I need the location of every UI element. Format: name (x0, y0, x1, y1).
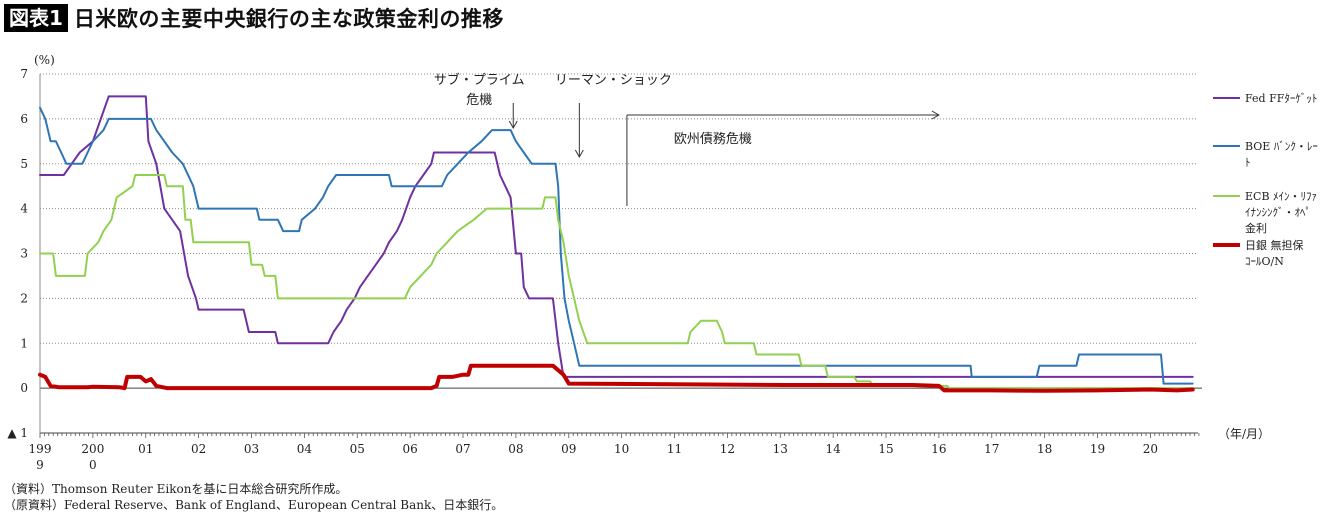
x-tick-label: 17 (984, 442, 999, 456)
x-tick-label: 15 (878, 442, 893, 456)
x-tick-label: 0 (89, 458, 97, 472)
x-tick-label: 08 (508, 442, 523, 456)
x-tick-label: 200 (81, 442, 104, 456)
legend-label: 金利 (1245, 221, 1267, 235)
source-note: （資料）Thomson Reuter Eikonを基に日本総合研究所作成。 (4, 482, 348, 496)
x-tick-label: 12 (720, 442, 735, 456)
y-tick-label: 5 (20, 157, 28, 171)
x-tick-label: 14 (826, 442, 842, 456)
y-tick-label: 4 (20, 202, 28, 216)
chart-title: 日米欧の主要中央銀行の主な政策金利の推移 (73, 7, 504, 31)
original-source-note: （原資料）Federal Reserve、Bank of England、Eur… (4, 498, 504, 512)
annotation-arrowhead (931, 110, 940, 120)
y-tick-label: 0 (20, 381, 28, 395)
annotation-euro-crisis: 欧州債務危機 (674, 132, 752, 147)
legend-label: BOE ﾊﾞﾝｸ・ﾚｰ (1245, 140, 1318, 153)
x-tick-label: 04 (297, 442, 313, 456)
x-tick-label: 19 (1090, 442, 1105, 456)
x-tick-label: 13 (773, 442, 788, 456)
annotation-lehman: リーマン・ショック (555, 73, 672, 88)
legend: Fed FFﾀｰｹﾞｯﾄ BOE ﾊﾞﾝｸ・ﾚｰ ﾄ ECB ﾒｲﾝ・ﾘﾌｧ ｲﾅﾝｼﾝ… (1213, 92, 1318, 268)
x-tick-label: 01 (138, 442, 153, 456)
x-tick-label: 20 (1143, 442, 1158, 456)
y-tick-label: 2 (20, 291, 28, 305)
chart-title-bar: 図表1 日米欧の主要中央銀行の主な政策金利の推移 (4, 3, 504, 33)
series-lines (38, 95, 1195, 393)
legend-label: ｲﾅﾝｼﾝｸﾞ・ｵﾍﾟ (1245, 206, 1311, 219)
x-tick-label: 18 (1037, 442, 1052, 456)
figure-badge: 図表1 (4, 4, 68, 32)
y-tick-label: 3 (20, 247, 28, 261)
y-tick-label: 6 (20, 112, 28, 126)
legend-label: Fed FFﾀｰｹﾞｯﾄ (1245, 92, 1317, 105)
x-tick-label: 06 (402, 442, 417, 456)
legend-label: 日銀 無担保 (1245, 238, 1304, 252)
x-tick-label: 9 (36, 458, 44, 472)
series-line-0 (39, 95, 1194, 378)
annotation-arrowhead (574, 149, 584, 159)
x-tick-label: 05 (350, 442, 365, 456)
x-tick-label: 03 (244, 442, 259, 456)
annotation-arrowhead (508, 120, 518, 130)
x-tick-label: 199 (29, 442, 52, 456)
legend-label: ｺｰﾙO/N (1245, 255, 1284, 268)
x-unit-label: （年/月） (1218, 427, 1270, 441)
x-tick-label: 02 (191, 442, 206, 456)
x-tick-label: 09 (561, 442, 576, 456)
x-tick-label: 07 (455, 442, 470, 456)
x-tick-label: 10 (614, 442, 629, 456)
y-unit-label: (%) (34, 53, 55, 67)
y-tick-label: 7 (20, 67, 28, 81)
legend-label: ﾄ (1245, 156, 1251, 169)
y-tick-label: ▲ 1 (7, 426, 28, 440)
annotation-subprime: サブ・プライム (434, 72, 525, 88)
series-line-2 (39, 174, 1194, 390)
x-tick-label: 16 (931, 442, 946, 456)
annotation-subprime: 危機 (466, 93, 492, 108)
series-line-1 (39, 106, 1194, 385)
legend-label: ECB ﾒｲﾝ・ﾘﾌｧ (1245, 190, 1317, 203)
x-tick-label: 11 (667, 442, 682, 456)
series-line-3 (38, 363, 1195, 393)
y-tick-label: 1 (20, 336, 28, 350)
